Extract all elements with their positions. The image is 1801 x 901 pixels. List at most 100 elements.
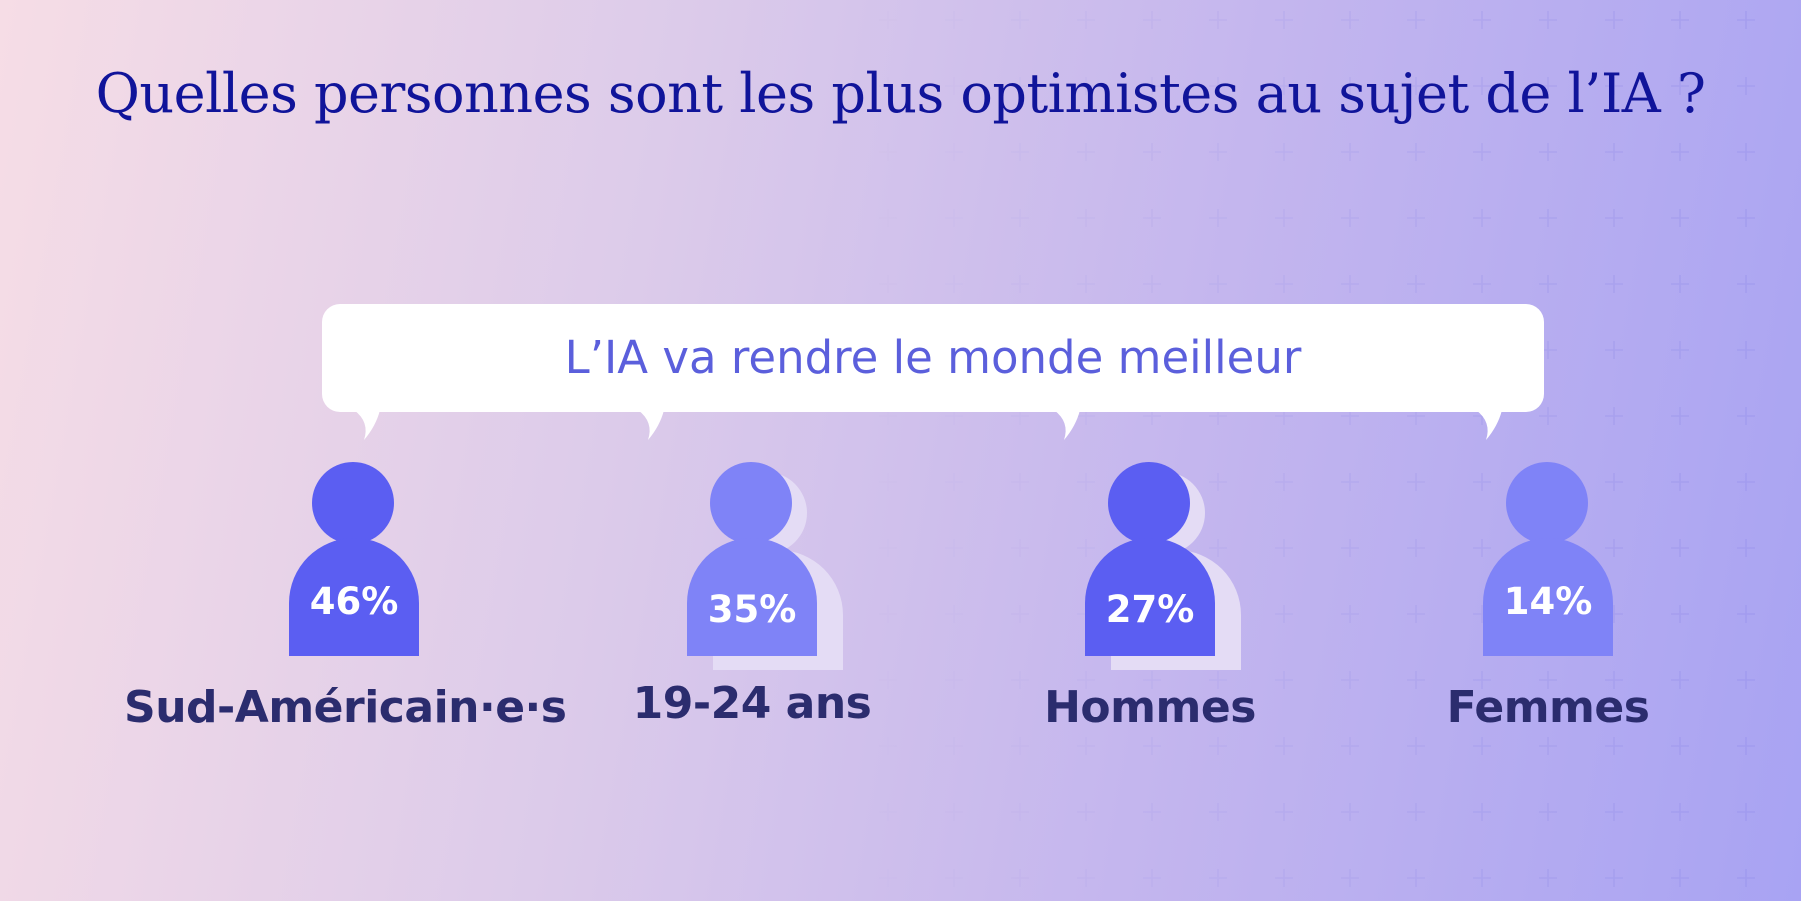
page-title: Quelles personnes sont les plus optimist… bbox=[95, 62, 1706, 125]
person-body bbox=[687, 538, 817, 656]
plus-mark bbox=[879, 143, 897, 161]
plus-mark bbox=[1341, 737, 1359, 755]
plus-mark bbox=[1473, 473, 1491, 491]
plus-mark bbox=[1407, 209, 1425, 227]
group-label: Sud-Américain·e·s bbox=[124, 682, 567, 733]
plus-mark bbox=[1407, 143, 1425, 161]
plus-mark bbox=[879, 275, 897, 293]
plus-mark bbox=[1011, 209, 1029, 227]
plus-mark bbox=[1473, 539, 1491, 557]
plus-mark bbox=[1341, 539, 1359, 557]
plus-mark bbox=[879, 605, 897, 623]
plus-mark bbox=[1077, 539, 1095, 557]
plus-mark bbox=[1605, 803, 1623, 821]
plus-mark bbox=[1209, 275, 1227, 293]
plus-mark bbox=[1011, 869, 1029, 887]
plus-mark bbox=[1605, 671, 1623, 689]
plus-mark bbox=[1011, 803, 1029, 821]
plus-mark bbox=[1539, 11, 1557, 29]
plus-mark bbox=[945, 143, 963, 161]
plus-mark bbox=[1275, 275, 1293, 293]
plus-mark bbox=[1275, 11, 1293, 29]
plus-mark bbox=[1539, 671, 1557, 689]
plus-mark bbox=[1737, 737, 1755, 755]
plus-mark bbox=[1011, 539, 1029, 557]
plus-mark bbox=[1737, 671, 1755, 689]
plus-mark bbox=[1605, 275, 1623, 293]
plus-mark bbox=[1737, 869, 1755, 887]
plus-mark bbox=[1209, 737, 1227, 755]
plus-mark bbox=[1209, 869, 1227, 887]
plus-mark bbox=[1077, 209, 1095, 227]
plus-mark bbox=[1077, 275, 1095, 293]
plus-mark bbox=[1539, 209, 1557, 227]
plus-mark bbox=[1473, 275, 1491, 293]
plus-mark bbox=[1275, 143, 1293, 161]
plus-mark bbox=[1275, 473, 1293, 491]
plus-mark bbox=[1275, 869, 1293, 887]
plus-mark bbox=[1341, 77, 1359, 95]
plus-mark bbox=[1407, 803, 1425, 821]
plus-mark bbox=[879, 803, 897, 821]
plus-mark bbox=[1143, 869, 1161, 887]
plus-mark bbox=[1737, 77, 1755, 95]
plus-mark bbox=[945, 737, 963, 755]
person-head bbox=[312, 462, 394, 544]
plus-mark bbox=[945, 11, 963, 29]
plus-mark bbox=[1671, 77, 1689, 95]
plus-mark bbox=[1077, 77, 1095, 95]
person-icon-women: 14% bbox=[1463, 462, 1623, 672]
plus-mark bbox=[1341, 869, 1359, 887]
plus-mark bbox=[1209, 209, 1227, 227]
percentage-value: 14% bbox=[1503, 580, 1593, 623]
plus-mark bbox=[1407, 671, 1425, 689]
plus-mark bbox=[1275, 209, 1293, 227]
plus-mark bbox=[1011, 11, 1029, 29]
plus-mark bbox=[1341, 605, 1359, 623]
percentage-value: 27% bbox=[1105, 588, 1195, 631]
plus-mark bbox=[1077, 671, 1095, 689]
plus-mark bbox=[1605, 143, 1623, 161]
plus-mark bbox=[1605, 209, 1623, 227]
plus-mark bbox=[1605, 737, 1623, 755]
plus-mark bbox=[945, 275, 963, 293]
plus-mark bbox=[1737, 539, 1755, 557]
plus-mark bbox=[1407, 473, 1425, 491]
plus-mark bbox=[1407, 605, 1425, 623]
person-icon-19-24: 35% bbox=[667, 462, 843, 672]
plus-mark bbox=[1209, 473, 1227, 491]
plus-mark bbox=[1209, 11, 1227, 29]
plus-mark bbox=[1143, 143, 1161, 161]
group-label: Femmes bbox=[1446, 682, 1650, 733]
plus-mark bbox=[1737, 209, 1755, 227]
group-label: 19-24 ans bbox=[632, 678, 872, 729]
plus-mark bbox=[945, 869, 963, 887]
plus-mark bbox=[1143, 209, 1161, 227]
person-icon-men: 27% bbox=[1065, 462, 1241, 672]
plus-mark bbox=[1473, 11, 1491, 29]
plus-mark bbox=[1011, 737, 1029, 755]
group-label: Hommes bbox=[1044, 682, 1256, 733]
plus-mark bbox=[1671, 209, 1689, 227]
plus-mark bbox=[945, 605, 963, 623]
plus-mark bbox=[1473, 737, 1491, 755]
plus-mark bbox=[1077, 737, 1095, 755]
plus-mark bbox=[1671, 407, 1689, 425]
plus-mark bbox=[1671, 803, 1689, 821]
plus-mark bbox=[1077, 869, 1095, 887]
plus-mark bbox=[1341, 275, 1359, 293]
bubble-tail-1 bbox=[354, 410, 380, 440]
speech-bubble: L’IA va rendre le monde meilleur bbox=[322, 304, 1544, 412]
plus-mark bbox=[1605, 869, 1623, 887]
plus-mark bbox=[1143, 11, 1161, 29]
plus-mark bbox=[945, 77, 963, 95]
plus-mark bbox=[1011, 671, 1029, 689]
plus-mark bbox=[879, 539, 897, 557]
plus-mark bbox=[1275, 737, 1293, 755]
plus-mark bbox=[1671, 605, 1689, 623]
plus-mark bbox=[1143, 77, 1161, 95]
speech-bubble-text: L’IA va rendre le monde meilleur bbox=[564, 331, 1302, 384]
plus-mark bbox=[1407, 539, 1425, 557]
plus-mark bbox=[1275, 539, 1293, 557]
